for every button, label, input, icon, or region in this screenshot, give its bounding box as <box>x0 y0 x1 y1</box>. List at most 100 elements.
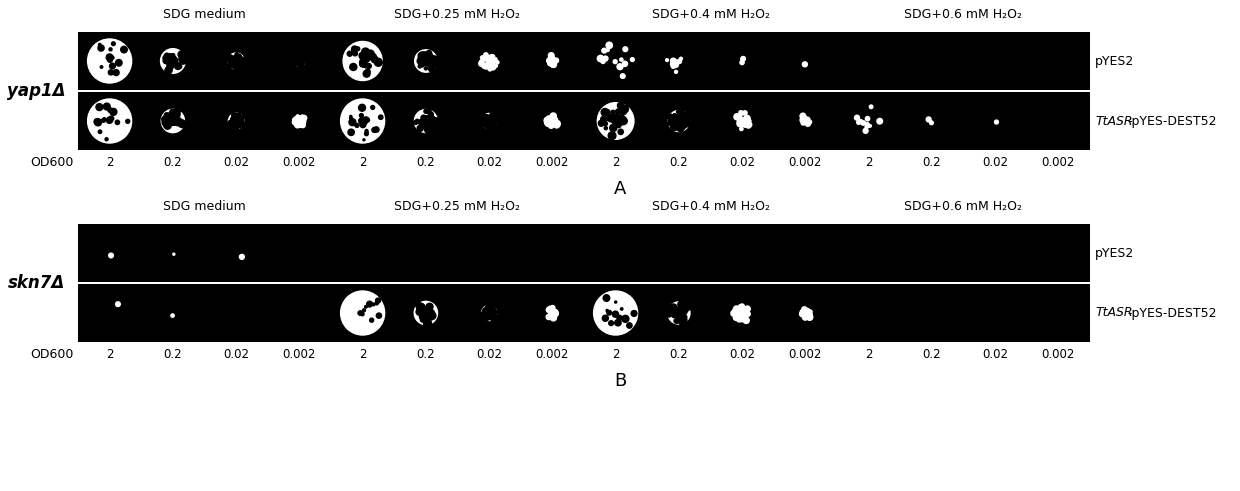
Circle shape <box>423 58 429 64</box>
Circle shape <box>299 61 301 64</box>
Circle shape <box>103 118 105 120</box>
Text: 0.2: 0.2 <box>923 349 941 361</box>
Circle shape <box>677 117 684 125</box>
Circle shape <box>672 306 677 310</box>
Circle shape <box>372 303 374 306</box>
Circle shape <box>429 112 433 117</box>
Circle shape <box>481 113 497 129</box>
Circle shape <box>427 62 432 67</box>
Circle shape <box>618 315 622 320</box>
Circle shape <box>366 131 368 133</box>
Circle shape <box>485 117 494 125</box>
Circle shape <box>228 62 233 68</box>
Circle shape <box>233 119 238 123</box>
Circle shape <box>486 124 492 130</box>
Circle shape <box>233 56 239 62</box>
Circle shape <box>293 59 299 65</box>
Circle shape <box>423 307 427 311</box>
Circle shape <box>167 63 174 70</box>
Circle shape <box>417 303 424 311</box>
Circle shape <box>740 317 744 321</box>
Circle shape <box>360 118 367 126</box>
Circle shape <box>422 59 425 63</box>
Circle shape <box>609 321 614 326</box>
Circle shape <box>480 62 484 65</box>
Circle shape <box>546 120 552 126</box>
Circle shape <box>618 115 625 122</box>
Circle shape <box>484 121 491 128</box>
Circle shape <box>422 57 429 64</box>
Circle shape <box>232 117 238 124</box>
Circle shape <box>415 119 419 122</box>
Circle shape <box>418 65 422 68</box>
Text: 0.02: 0.02 <box>982 349 1008 361</box>
Circle shape <box>414 109 438 133</box>
Circle shape <box>737 121 743 127</box>
Circle shape <box>484 313 490 321</box>
Circle shape <box>746 119 751 124</box>
Circle shape <box>179 51 186 58</box>
Circle shape <box>745 117 749 120</box>
Circle shape <box>430 121 438 129</box>
Circle shape <box>169 117 176 125</box>
Circle shape <box>239 119 243 124</box>
Circle shape <box>491 117 498 124</box>
Circle shape <box>601 109 609 116</box>
Circle shape <box>676 311 680 315</box>
Circle shape <box>489 121 496 129</box>
Circle shape <box>237 115 241 120</box>
Circle shape <box>294 117 299 122</box>
Circle shape <box>622 61 627 66</box>
Circle shape <box>425 127 434 134</box>
Circle shape <box>676 121 682 127</box>
Circle shape <box>740 311 744 315</box>
Circle shape <box>743 111 748 115</box>
Circle shape <box>551 113 557 119</box>
Circle shape <box>341 99 384 143</box>
Circle shape <box>599 120 604 126</box>
Circle shape <box>481 55 486 60</box>
Circle shape <box>237 64 243 70</box>
Circle shape <box>490 307 495 311</box>
Circle shape <box>418 56 425 64</box>
Circle shape <box>482 114 487 120</box>
Circle shape <box>175 118 182 125</box>
Circle shape <box>167 112 176 120</box>
Circle shape <box>611 110 615 114</box>
Circle shape <box>606 114 614 122</box>
Circle shape <box>296 57 303 64</box>
Circle shape <box>294 55 305 66</box>
Circle shape <box>108 57 113 62</box>
Circle shape <box>295 117 301 124</box>
Circle shape <box>805 311 810 316</box>
Circle shape <box>546 116 552 122</box>
Circle shape <box>110 56 114 59</box>
Circle shape <box>430 317 433 320</box>
Circle shape <box>171 118 175 123</box>
Circle shape <box>424 67 428 70</box>
Circle shape <box>167 117 175 124</box>
Circle shape <box>175 119 180 124</box>
Circle shape <box>549 309 556 315</box>
Circle shape <box>166 114 171 119</box>
Text: OD600: OD600 <box>31 349 74 361</box>
Circle shape <box>604 127 608 130</box>
Circle shape <box>480 312 486 319</box>
Circle shape <box>804 313 808 318</box>
Circle shape <box>613 115 621 123</box>
Circle shape <box>734 113 740 120</box>
Circle shape <box>298 117 303 122</box>
Circle shape <box>233 118 239 124</box>
Circle shape <box>428 121 433 126</box>
Circle shape <box>374 58 382 66</box>
Circle shape <box>376 301 378 305</box>
Circle shape <box>742 311 745 316</box>
Circle shape <box>489 115 492 119</box>
Circle shape <box>162 120 167 126</box>
Text: B: B <box>614 372 626 390</box>
Circle shape <box>490 313 496 319</box>
Circle shape <box>236 62 238 66</box>
Text: 0.002: 0.002 <box>1042 157 1075 169</box>
Text: 0.02: 0.02 <box>223 157 249 169</box>
Circle shape <box>735 115 739 118</box>
